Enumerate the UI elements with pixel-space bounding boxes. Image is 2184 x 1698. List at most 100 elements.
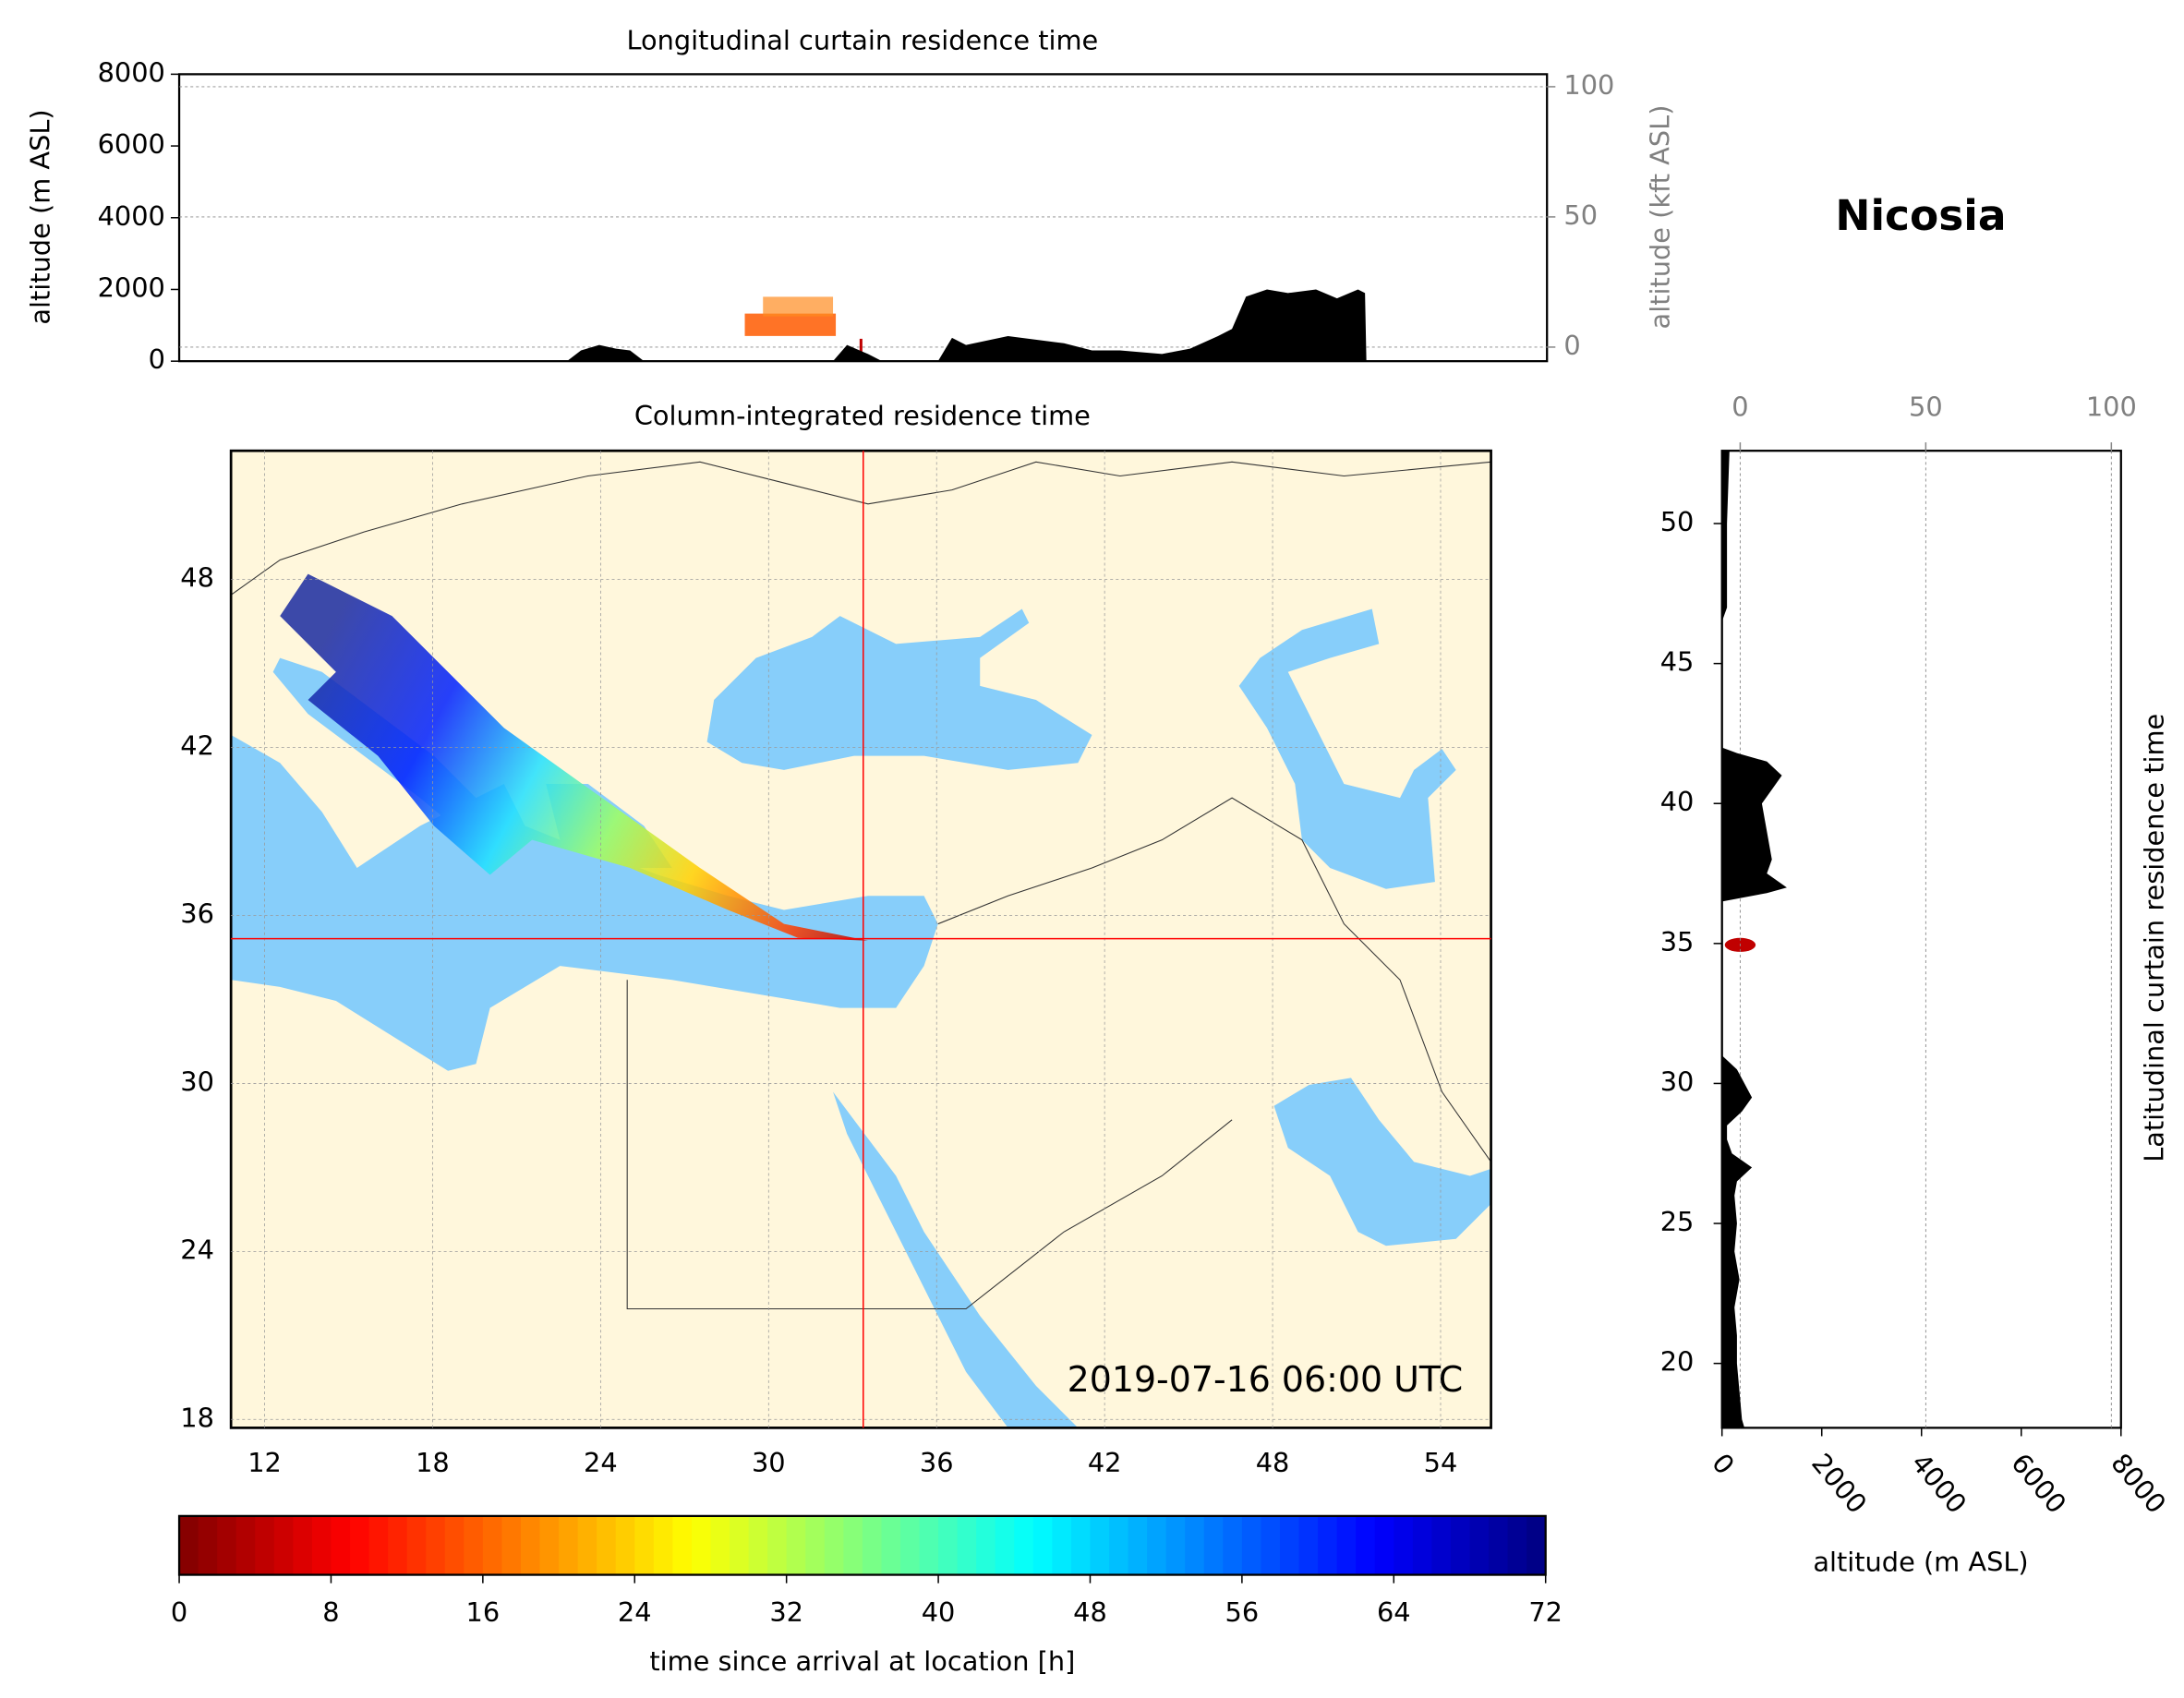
colorbar-segment [1223,1515,1243,1575]
colorbar-segment [899,1515,921,1575]
mediterranean [231,734,938,1071]
y2-tick-label: 100 [1563,69,1614,101]
location-name: Nicosia [1835,191,2006,240]
x-tick-label: 0 [171,1596,187,1628]
y-tick-label: 42 [180,730,214,762]
x-tick-label: 8 [322,1596,339,1628]
colorbar-segment [1032,1515,1054,1575]
colorbar-segment [350,1515,370,1575]
colorbar-segment [653,1515,674,1575]
colorbar-segment [1526,1515,1547,1575]
x-tick-label: 16 [466,1596,501,1628]
x-tick-label: 48 [1256,1447,1290,1478]
y-tick-label: 48 [180,562,214,594]
border [937,797,1491,1162]
y2-label: altitude (kft ASL) [1645,105,1676,330]
colorbar-segment [235,1515,257,1575]
x-label: time since arrival at location [h] [649,1645,1075,1677]
colorbar-segment [577,1515,597,1575]
colorbar-segment [1090,1515,1110,1575]
red-sea [833,1091,1079,1428]
terrain-area [1721,451,1787,1428]
colorbar-segment [1109,1515,1129,1575]
x-tick-label: 8000 [2105,1448,2172,1520]
colorbar-segment [1052,1515,1072,1575]
title: Column-integrated residence time [634,400,1091,431]
colorbar-segment [672,1515,693,1575]
border [626,980,1233,1310]
colorbar-segment [824,1515,845,1575]
colorbar-segment [1279,1515,1300,1575]
x-tick-label: 40 [922,1596,956,1628]
colorbar-segment [501,1515,522,1575]
colorbar-segment [1014,1515,1034,1575]
x-tick-label: 0 [1706,1448,1741,1481]
colorbar-segment [464,1515,484,1575]
colorbar-segment [1374,1515,1395,1575]
colorbar-segment [1261,1515,1281,1575]
y-tick-label: 50 [1660,506,1695,537]
colorbar-segment [368,1515,389,1575]
y-tick-label: 40 [1660,786,1695,817]
colorbar-segment [1241,1515,1262,1575]
y2-tick-label: 0 [1563,330,1580,361]
colorbar-segment [1450,1515,1471,1575]
x2-tick-label: 0 [1732,391,1748,423]
x-tick-label: 2000 [1805,1448,1873,1520]
colorbar-segment [293,1515,313,1575]
colorbar-segment [615,1515,636,1575]
colorbar-segment [748,1515,768,1575]
colorbar-segment [1147,1515,1167,1575]
colorbar-segment [559,1515,579,1575]
colorbar-segment [426,1515,446,1575]
colorbar-segment [691,1515,712,1575]
caspian [1238,608,1456,889]
colorbar-segment [597,1515,617,1575]
colorbar-segment [957,1515,977,1575]
colorbar-segment [843,1515,863,1575]
x-tick-label: 54 [1424,1447,1458,1478]
x-tick-label: 24 [618,1596,652,1628]
y-tick-label: 25 [1660,1206,1695,1237]
y-tick-label: 8000 [98,56,165,88]
x-label: altitude (m ASL) [1813,1546,2028,1577]
x-tick-label: 56 [1225,1596,1260,1628]
colorbar-segment [1356,1515,1376,1575]
colorbar-segment [311,1515,332,1575]
y-tick-label: 2000 [98,271,165,303]
colorbar-segment [1469,1515,1490,1575]
colorbar-segment [1298,1515,1319,1575]
y-tick-label: 45 [1660,646,1695,678]
title: Longitudinal curtain residence time [626,25,1098,56]
x-tick-label: 6000 [2005,1448,2072,1520]
colorbar-segment [482,1515,503,1575]
colorbar-segment [919,1515,939,1575]
y-tick-label: 0 [149,343,165,375]
x-tick-label: 18 [416,1447,450,1478]
persian-gulf [1273,1078,1491,1246]
x-tick-label: 32 [769,1596,803,1628]
black-sea [706,608,1092,770]
colorbar-segment [1431,1515,1452,1575]
colorbar-segment [1318,1515,1338,1575]
colorbar-segment [331,1515,351,1575]
curtain-plume [763,296,834,317]
x-tick-label: 30 [752,1447,786,1478]
y-tick-label: 30 [1660,1066,1695,1097]
colorbar-segment [255,1515,275,1575]
colorbar-segment [1070,1515,1092,1575]
colorbar-segment [995,1515,1016,1575]
x-tick-label: 72 [1528,1596,1563,1628]
y-tick-label: 35 [1660,926,1695,957]
x-tick-label: 12 [247,1447,282,1478]
colorbar-segment [786,1515,806,1575]
y-tick-label: 30 [180,1066,214,1097]
colorbar-segment [862,1515,883,1575]
colorbar-frame [177,1514,1547,1576]
colorbar-segment [198,1515,218,1575]
y-tick-label: 4000 [98,200,165,232]
colorbar-segment [388,1515,408,1575]
colorbar-segment [1128,1515,1148,1575]
